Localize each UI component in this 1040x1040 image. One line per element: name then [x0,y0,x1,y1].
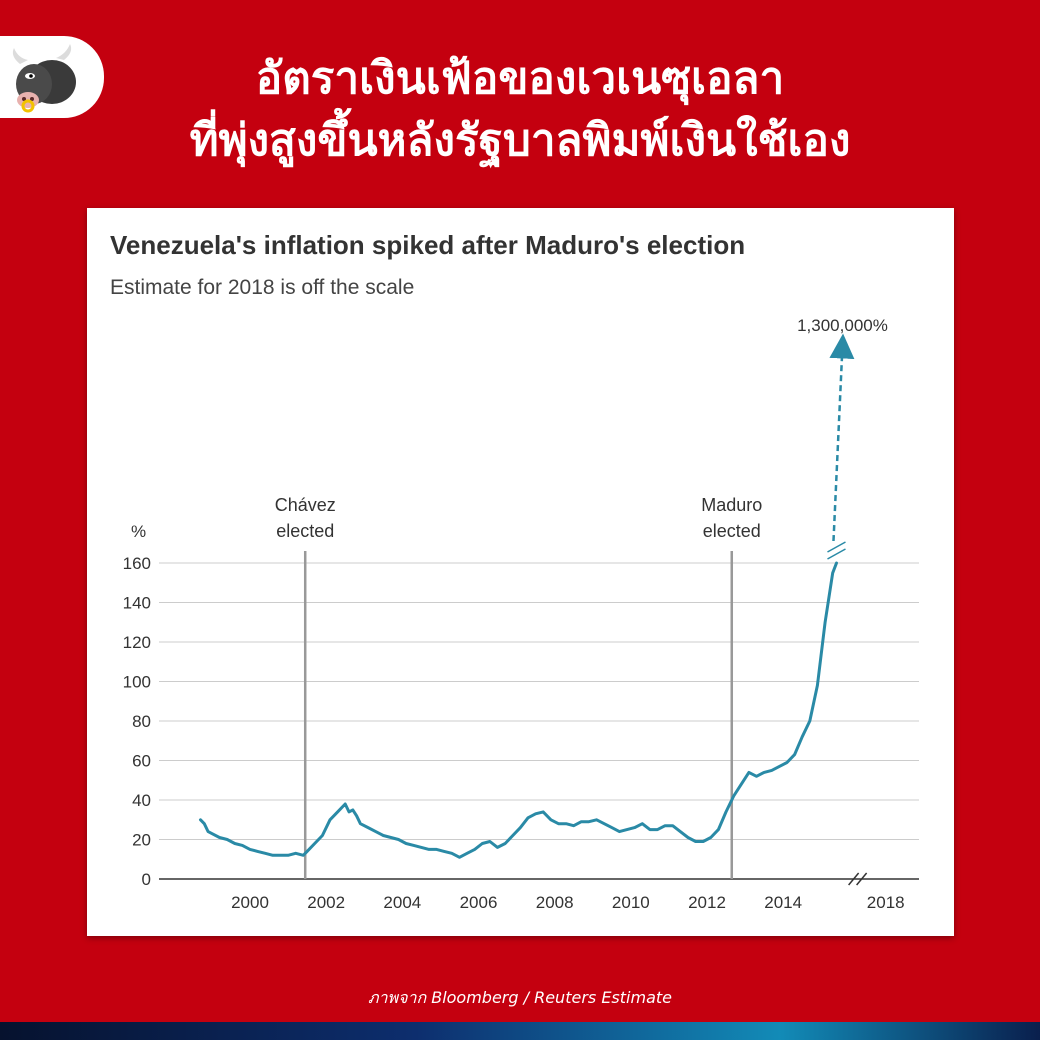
x-tick-label: 2008 [536,893,574,912]
y-tick-label: 80 [132,712,151,731]
headline-line-2: ที่พุ่งสูงขึ้นหลังรัฐบาลพิมพ์เงินใช้เอง [189,115,851,166]
election-marker-label: Maduro [701,495,762,515]
y-tick-label: 0 [142,870,151,889]
y-axis-unit-label: % [131,522,146,541]
logo-tab [0,36,104,118]
bottom-decorative-bar [0,1022,1040,1040]
inflation-series-line [199,561,838,859]
bull-mascot-icon [12,44,76,113]
x-tick-label: 2018 [867,893,905,912]
x-tick-label: 2014 [764,893,802,912]
line-break-mark [827,541,846,553]
axis-break-mark [848,872,860,886]
axis-break-mark [856,872,868,886]
inflation-line-chart: 0 20 40 60 80 100 120 140 160% 2000 2002 2004 2006 2… [123,316,919,912]
y-tick-label: 140 [123,594,151,613]
x-tick-label: 2010 [612,893,650,912]
estimate-value-label: 1,300,000% [797,316,888,335]
election-marker-label: Chávez [275,495,336,515]
headline-line-1: อัตราเงินเฟ้อของเวเนซุเอลา [255,53,785,104]
election-marker-label: elected [703,521,761,541]
y-tick-label: 20 [132,831,151,850]
image-source-caption: ภาพจาก Bloomberg / Reuters Estimate [368,988,672,1007]
y-tick-label: 40 [132,791,151,810]
y-tick-label: 60 [132,752,151,771]
y-tick-label: 100 [123,673,151,692]
x-tick-label: 2004 [383,893,421,912]
x-tick-label: 2012 [688,893,726,912]
y-tick-label: 160 [123,554,151,573]
x-tick-label: 2002 [307,893,345,912]
x-tick-label: 2000 [231,893,269,912]
chart-subtitle: Estimate for 2018 is off the scale [110,276,415,299]
y-tick-label: 120 [123,633,151,652]
x-tick-label: 2006 [460,893,498,912]
election-marker-label: elected [276,521,334,541]
line-break-mark [827,548,846,560]
estimate-arrow [829,333,855,542]
chart-title: Venezuela's inflation spiked after Madur… [110,230,746,260]
chart-card: Venezuela's inflation spiked after Madur… [87,208,954,936]
